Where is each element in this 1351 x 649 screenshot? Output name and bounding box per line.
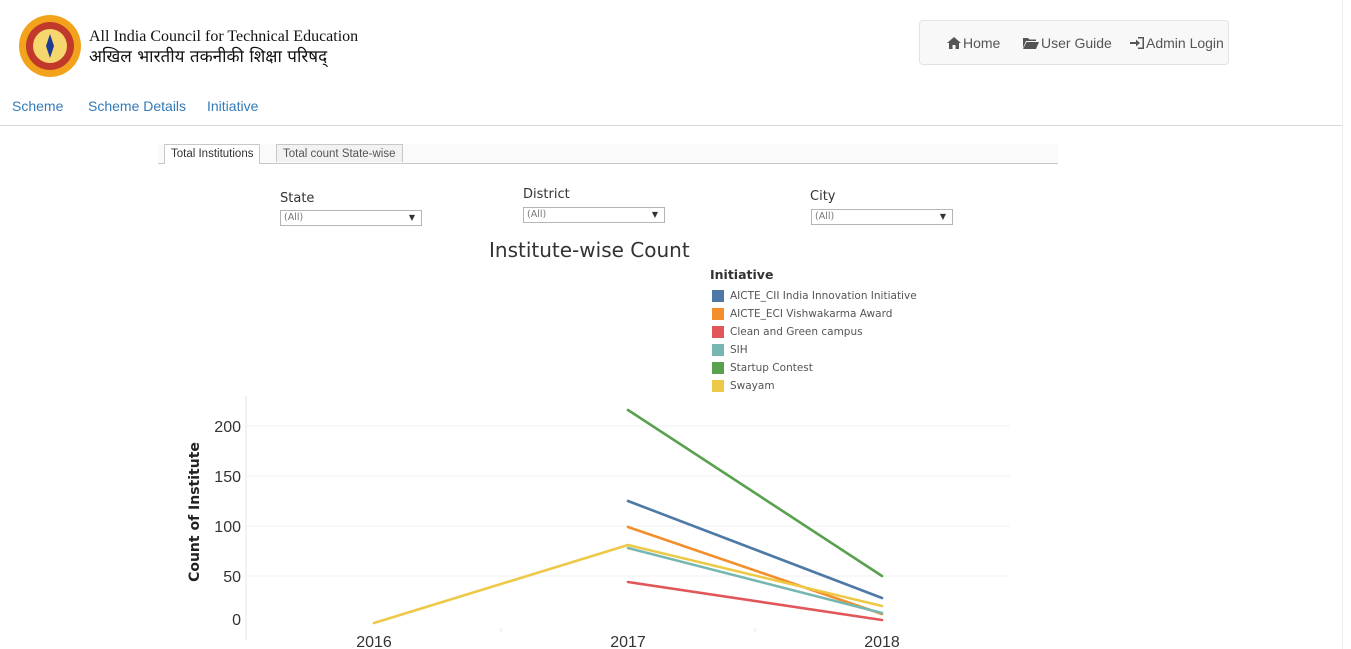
chevron-down-icon: ▼ — [939, 212, 946, 221]
dashboard-tabs: Total Institutions Total count State-wis… — [158, 144, 1058, 164]
legend-swatch — [712, 362, 724, 374]
site-header: All India Council for Technical Educatio… — [0, 0, 1351, 90]
district-filter-select[interactable]: (All) ▼ — [523, 207, 665, 223]
chevron-down-icon: ▼ — [651, 210, 658, 219]
admin-login-link[interactable]: Admin Login — [1130, 35, 1224, 51]
series-line-3 — [626, 546, 884, 615]
legend-label: Swayam — [730, 380, 775, 392]
nav-initiative[interactable]: Initiative — [207, 98, 259, 114]
admin-login-label: Admin Login — [1146, 35, 1224, 51]
legend-item[interactable]: Swayam — [712, 379, 775, 393]
tab-total-institutions[interactable]: Total Institutions — [164, 144, 261, 164]
legend-label: AICTE_ECI Vishwakarma Award — [730, 308, 893, 320]
state-filter-value: (All) — [284, 212, 304, 223]
home-label: Home — [963, 35, 1001, 51]
legend-item[interactable]: SIH — [712, 343, 748, 357]
legend-label: Startup Contest — [730, 362, 813, 374]
legend-item[interactable]: Startup Contest — [712, 361, 813, 375]
sign-in-icon — [1130, 37, 1144, 49]
city-filter-select[interactable]: (All) ▼ — [811, 209, 953, 225]
series-line-0 — [626, 499, 884, 600]
user-guide-link[interactable]: User Guide — [1023, 35, 1112, 51]
legend-swatch — [712, 380, 724, 392]
home-icon — [947, 37, 961, 49]
state-filter-label: State — [280, 191, 315, 206]
series-line-1 — [626, 525, 884, 616]
district-filter-label: District — [523, 187, 570, 202]
nav-scheme[interactable]: Scheme — [12, 98, 64, 114]
legend-swatch — [712, 344, 724, 356]
y-tick-label: 150 — [214, 469, 241, 486]
page-scrollbar[interactable] — [1342, 0, 1351, 649]
y-axis-label: Count of Institute — [187, 442, 203, 582]
x-tick-label: 2017 — [610, 634, 646, 649]
series-line-4 — [626, 408, 884, 578]
legend-swatch — [712, 326, 724, 338]
legend-label: Clean and Green campus — [730, 326, 863, 338]
state-filter-select[interactable]: (All) ▼ — [280, 210, 422, 226]
city-filter-label: City — [810, 189, 836, 204]
home-link[interactable]: Home — [947, 35, 1000, 51]
legend-label: AICTE_CII India Innovation Initiative — [730, 290, 917, 302]
y-tick-label: 100 — [214, 519, 241, 536]
y-tick-label: 0 — [232, 612, 241, 629]
aicte-logo — [19, 15, 81, 77]
city-filter-value: (All) — [815, 211, 835, 222]
x-tick-label: 2016 — [356, 634, 392, 649]
chevron-down-icon: ▼ — [408, 213, 415, 222]
nav-scheme-details[interactable]: Scheme Details — [88, 98, 187, 114]
y-tick-label: 50 — [223, 569, 241, 586]
chart-title: Institute-wise Count — [489, 238, 690, 262]
legend-item[interactable]: Clean and Green campus — [712, 325, 863, 339]
legend-swatch — [712, 308, 724, 320]
legend-swatch — [712, 290, 724, 302]
user-guide-label: User Guide — [1041, 35, 1112, 51]
legend-item[interactable]: AICTE_ECI Vishwakarma Award — [712, 307, 892, 321]
legend-label: SIH — [730, 344, 748, 356]
org-name-english: All India Council for Technical Educatio… — [89, 28, 359, 45]
legend-title: Initiative — [710, 267, 774, 282]
series-line-2 — [626, 580, 884, 622]
series-line-5 — [372, 543, 884, 625]
header-divider — [0, 125, 1351, 126]
legend-item[interactable]: AICTE_CII India Innovation Initiative — [712, 289, 917, 303]
x-tick-label: 2018 — [864, 634, 900, 649]
folder-open-icon — [1023, 38, 1039, 49]
district-filter-value: (All) — [527, 209, 547, 220]
org-name-hindi: अखिल भारतीय तकनीकी शिक्षा परिषद् — [89, 47, 328, 67]
tab-total-count-state-wise[interactable]: Total count State-wise — [276, 144, 403, 162]
top-navigation: Home User Guide Admin Login — [919, 20, 1229, 65]
y-tick-label: 200 — [214, 419, 241, 436]
